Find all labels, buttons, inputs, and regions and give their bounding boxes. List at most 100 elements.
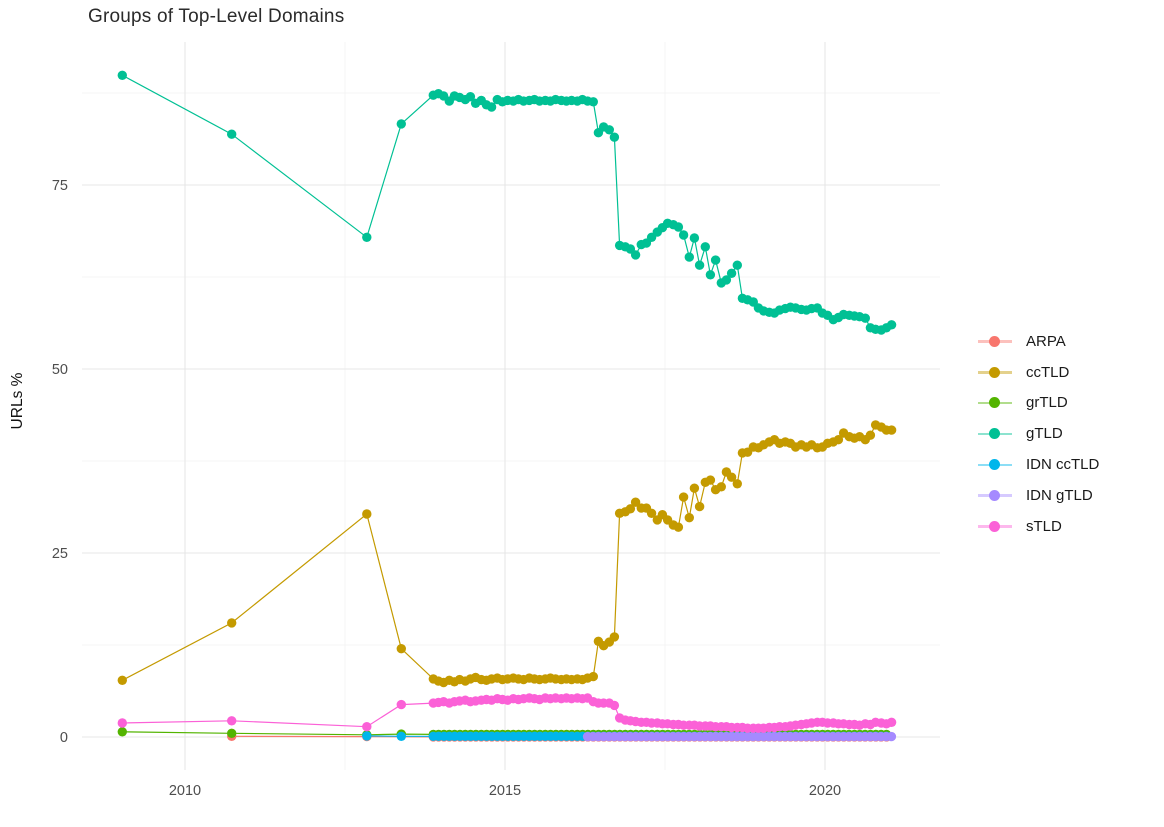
legend-item-grTLD: grTLD <box>978 388 1099 419</box>
series-point <box>694 260 705 270</box>
series-point <box>886 731 897 742</box>
y-axis-ticks: 0 25 50 75 <box>52 178 68 746</box>
series-gTLD <box>117 70 897 335</box>
series-IDN-gTLD <box>582 731 897 742</box>
legend-dot-icon <box>989 459 1000 471</box>
series-point <box>721 275 732 285</box>
series-point <box>833 435 844 445</box>
chart-title: Groups of Top-Level Domains <box>88 6 345 27</box>
legend-item-gTLD: gTLD <box>978 418 1099 449</box>
series-sTLD <box>117 693 897 733</box>
series-point <box>625 504 636 514</box>
series-line <box>122 424 892 684</box>
legend-key-icon <box>978 335 1012 347</box>
x-tick-label: 2015 <box>489 783 521 799</box>
legend-key-icon <box>978 366 1012 378</box>
series-point <box>227 728 237 738</box>
legend-label: gTLD <box>1026 425 1063 443</box>
series-point <box>117 675 128 685</box>
gridlines-major <box>82 42 940 770</box>
series-point <box>588 671 598 682</box>
legend-label: ARPA <box>1026 332 1066 350</box>
series-point <box>604 125 614 135</box>
series-point <box>886 717 897 727</box>
series-point <box>117 727 128 737</box>
legend-key-icon <box>978 428 1012 440</box>
legend-key-icon <box>978 397 1012 409</box>
series-point <box>694 501 705 512</box>
series-point <box>689 233 700 243</box>
series-point <box>227 129 237 139</box>
series-point <box>609 632 620 642</box>
series-point <box>716 482 726 492</box>
series-point <box>726 268 737 278</box>
series-point <box>117 718 128 728</box>
series-point <box>362 509 372 519</box>
legend-item-ARPA: ARPA <box>978 326 1099 357</box>
series-point <box>609 132 620 142</box>
series-point <box>678 230 689 240</box>
series-point <box>362 232 372 242</box>
y-axis-label: URLs % <box>9 372 26 430</box>
series-point <box>886 425 897 435</box>
series-point <box>117 70 128 81</box>
series-point <box>227 618 237 628</box>
legend-item-IDN-gTLD: IDN gTLD <box>978 480 1099 511</box>
series-point <box>705 270 716 280</box>
series-point <box>710 255 721 265</box>
legend-dot-icon <box>989 335 1000 347</box>
y-tick-label: 75 <box>52 178 68 194</box>
y-tick-label: 25 <box>52 546 68 562</box>
legend-dot-icon <box>989 366 1000 378</box>
series-ccTLD <box>117 420 897 688</box>
series-point <box>705 475 716 485</box>
legend-label: ccTLD <box>1026 363 1070 381</box>
series-point <box>227 716 237 726</box>
series-point <box>396 731 406 741</box>
series-point <box>396 699 406 710</box>
series-point <box>684 513 694 523</box>
legend-label: sTLD <box>1026 517 1062 535</box>
legend-dot-icon <box>989 428 1000 440</box>
legend-dot-icon <box>989 489 1000 501</box>
legend-dot-icon <box>989 397 1000 409</box>
x-tick-label: 2010 <box>169 783 201 799</box>
legend-dot-icon <box>989 520 1000 532</box>
legend-label: IDN ccTLD <box>1026 456 1100 474</box>
legend-key-icon <box>978 489 1012 501</box>
series-point <box>886 320 897 330</box>
series-point <box>486 102 497 112</box>
series-point <box>673 522 684 532</box>
series-point <box>362 731 372 741</box>
series-point <box>726 472 737 482</box>
series-point <box>700 242 710 252</box>
legend-key-icon <box>978 459 1012 471</box>
legend-item-ccTLD: ccTLD <box>978 357 1099 388</box>
series-point <box>689 483 700 493</box>
legend: ARPA ccTLD grTLD gTLD IDN ccTLD IDN gTLD sTLD <box>978 326 1099 542</box>
legend-label: IDN gTLD <box>1026 486 1093 504</box>
series-point <box>609 700 620 711</box>
gridlines-minor <box>82 42 940 770</box>
series-line <box>122 74 892 331</box>
y-tick-label: 0 <box>60 730 68 746</box>
series-point <box>646 508 657 518</box>
series-point <box>396 644 406 654</box>
series-point <box>673 222 684 232</box>
series-point <box>732 479 742 489</box>
series-point <box>588 97 598 107</box>
series-point <box>860 313 870 323</box>
series-point <box>678 492 689 502</box>
series-point <box>465 92 476 102</box>
legend-item-sTLD: sTLD <box>978 511 1099 542</box>
series-point <box>396 119 406 129</box>
series-point <box>630 250 641 260</box>
series-point <box>732 260 742 270</box>
series-point <box>865 430 876 440</box>
series-point <box>630 497 641 507</box>
x-axis-ticks: 2010 2015 2020 <box>169 783 841 799</box>
series-point <box>684 252 694 262</box>
legend-label: grTLD <box>1026 394 1068 412</box>
x-tick-label: 2020 <box>809 783 841 799</box>
